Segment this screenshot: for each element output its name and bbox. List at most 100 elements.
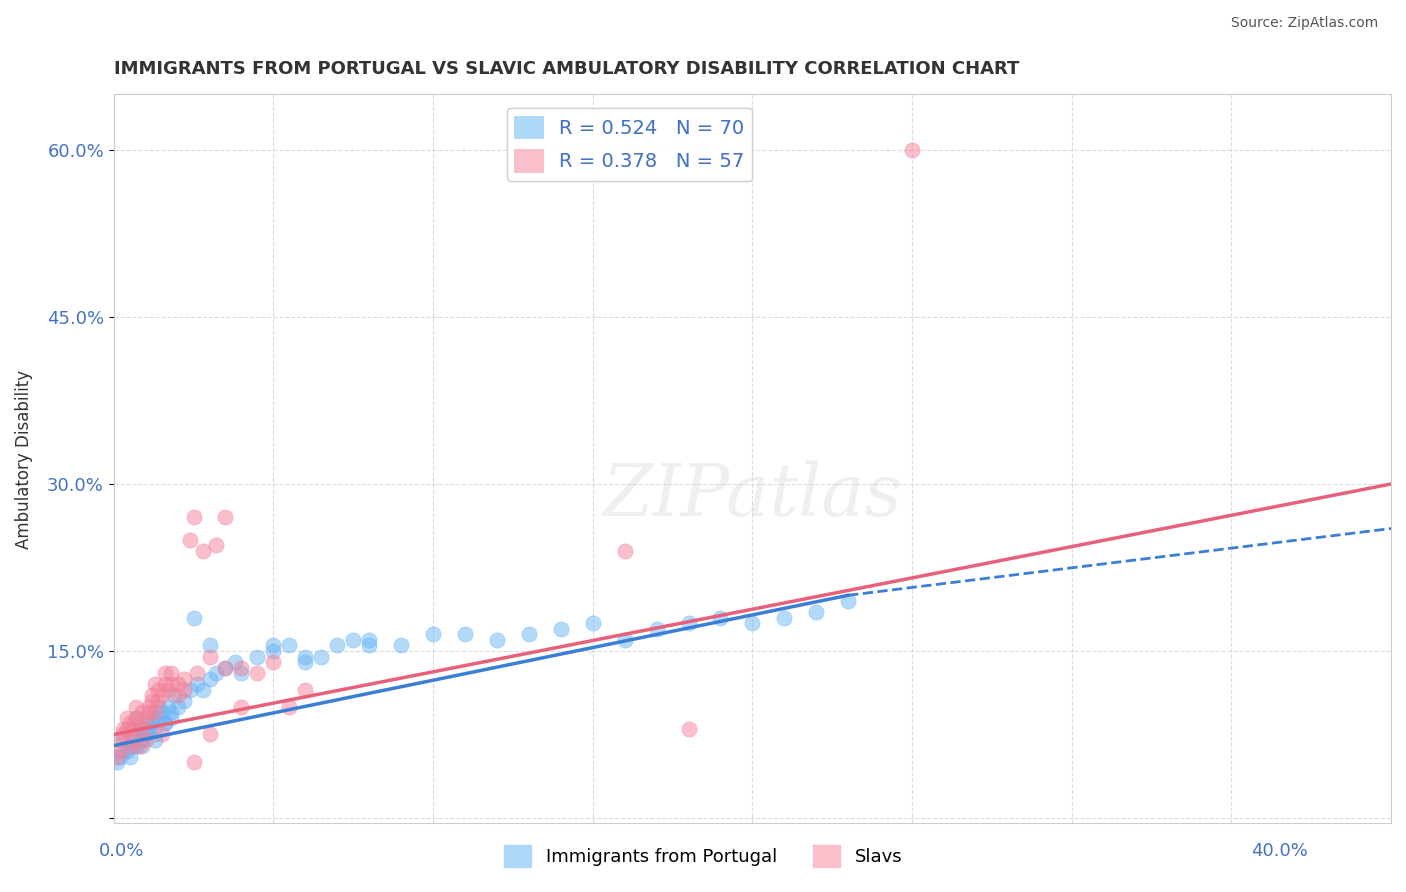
Text: Source: ZipAtlas.com: Source: ZipAtlas.com xyxy=(1230,16,1378,29)
Point xyxy=(131,722,153,736)
Point xyxy=(138,722,160,736)
Point xyxy=(125,699,148,714)
Point xyxy=(294,655,316,669)
Point xyxy=(148,699,170,714)
Point xyxy=(901,143,924,157)
Point xyxy=(160,711,183,725)
Point xyxy=(135,711,157,725)
Point xyxy=(112,722,135,736)
Point xyxy=(122,739,145,753)
Point xyxy=(262,639,284,653)
Point xyxy=(115,722,138,736)
Point xyxy=(454,627,477,641)
Point xyxy=(118,716,141,731)
Point xyxy=(143,733,166,747)
Point xyxy=(326,639,349,653)
Point xyxy=(135,727,157,741)
Point xyxy=(389,639,412,653)
Point xyxy=(125,739,148,753)
Point xyxy=(186,666,208,681)
Point xyxy=(148,694,170,708)
Point xyxy=(198,639,221,653)
Point xyxy=(141,689,163,703)
Point xyxy=(183,510,205,524)
Point xyxy=(122,722,145,736)
Point xyxy=(166,699,188,714)
Point xyxy=(278,699,301,714)
Point xyxy=(153,666,176,681)
Point xyxy=(157,699,180,714)
Point xyxy=(741,616,763,631)
Point xyxy=(153,716,176,731)
Point xyxy=(198,727,221,741)
Y-axis label: Ambulatory Disability: Ambulatory Disability xyxy=(15,369,32,549)
Point xyxy=(128,722,150,736)
Point xyxy=(198,672,221,686)
Point xyxy=(150,705,173,719)
Point xyxy=(128,739,150,753)
Point xyxy=(112,744,135,758)
Point xyxy=(205,666,228,681)
Point xyxy=(141,716,163,731)
Point xyxy=(613,632,636,647)
Point xyxy=(183,756,205,770)
Point xyxy=(115,711,138,725)
Point xyxy=(108,744,131,758)
Point xyxy=(163,689,186,703)
Point xyxy=(173,672,195,686)
Point xyxy=(678,616,700,631)
Point xyxy=(231,666,253,681)
Point xyxy=(422,627,444,641)
Point xyxy=(153,677,176,691)
Point xyxy=(678,722,700,736)
Point xyxy=(262,655,284,669)
Point xyxy=(294,649,316,664)
Point xyxy=(214,660,236,674)
Point xyxy=(517,627,540,641)
Point xyxy=(153,716,176,731)
Point xyxy=(128,727,150,741)
Text: 0.0%: 0.0% xyxy=(98,842,143,860)
Point xyxy=(485,632,508,647)
Point xyxy=(550,622,572,636)
Point xyxy=(157,682,180,697)
Point xyxy=(143,677,166,691)
Point xyxy=(173,694,195,708)
Point xyxy=(709,610,731,624)
Point xyxy=(173,682,195,697)
Point xyxy=(125,711,148,725)
Point xyxy=(135,733,157,747)
Point xyxy=(131,739,153,753)
Point xyxy=(141,711,163,725)
Point xyxy=(359,639,381,653)
Point xyxy=(645,622,668,636)
Point xyxy=(135,722,157,736)
Point xyxy=(191,682,214,697)
Point xyxy=(179,682,201,697)
Point xyxy=(122,733,145,747)
Point xyxy=(311,649,333,664)
Point xyxy=(105,756,128,770)
Point xyxy=(160,666,183,681)
Text: IMMIGRANTS FROM PORTUGAL VS SLAVIC AMBULATORY DISABILITY CORRELATION CHART: IMMIGRANTS FROM PORTUGAL VS SLAVIC AMBUL… xyxy=(114,60,1019,78)
Point xyxy=(806,605,828,619)
Point xyxy=(214,660,236,674)
Point xyxy=(131,733,153,747)
Point xyxy=(359,632,381,647)
Point xyxy=(231,699,253,714)
Point xyxy=(118,749,141,764)
Point xyxy=(191,543,214,558)
Point xyxy=(143,705,166,719)
Point xyxy=(122,733,145,747)
Point xyxy=(198,649,221,664)
Point xyxy=(179,533,201,547)
Point xyxy=(105,749,128,764)
Point xyxy=(278,639,301,653)
Point xyxy=(262,644,284,658)
Point xyxy=(112,733,135,747)
Point xyxy=(118,722,141,736)
Point xyxy=(112,727,135,741)
Point xyxy=(183,610,205,624)
Point xyxy=(108,749,131,764)
Point xyxy=(138,699,160,714)
